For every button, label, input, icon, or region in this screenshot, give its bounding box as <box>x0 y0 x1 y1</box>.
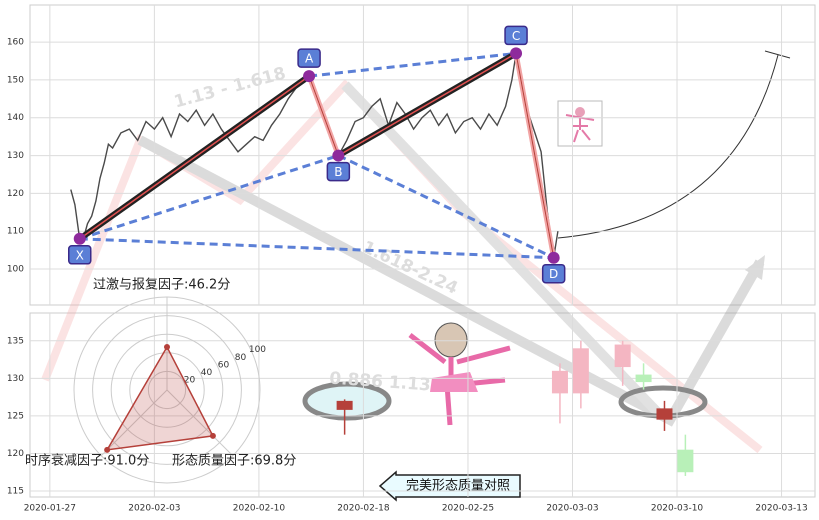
pattern-label: A <box>305 52 314 66</box>
radar-label: 形态质量因子:69.8分 <box>172 454 296 469</box>
candle-body <box>551 370 568 394</box>
y-tick-label: 125 <box>7 411 24 421</box>
button-label[interactable]: 完美形态质量对照 <box>406 479 510 494</box>
pattern-point <box>303 70 316 83</box>
candle-body <box>677 449 694 473</box>
radar-tick-label: 20 <box>184 375 196 385</box>
pattern-label: X <box>76 248 84 262</box>
x-tick-label: 2020-03-10 <box>651 504 704 514</box>
y-tick-label: 130 <box>7 374 24 384</box>
x-tick-label: 2020-02-03 <box>128 504 180 514</box>
pattern-point <box>73 232 86 245</box>
pattern-dashed <box>79 154 339 241</box>
pattern-label: D <box>549 267 558 281</box>
y-tick-label: 100 <box>7 265 24 275</box>
compare-button[interactable]: 完美形态质量对照 <box>378 470 521 502</box>
dancer <box>408 100 603 426</box>
pattern-leg-core <box>515 53 555 258</box>
x-tick-label: 2020-02-10 <box>233 504 286 514</box>
candle-body <box>656 408 673 420</box>
x-tick-label: 2020-03-13 <box>755 504 807 514</box>
x-tick-label: 2020-03-03 <box>546 504 598 514</box>
y-tick-label: 150 <box>7 75 24 85</box>
pattern-point <box>547 251 560 264</box>
radar-tick-label: 80 <box>235 353 247 363</box>
candle-body <box>635 374 652 383</box>
radar-axis <box>166 389 234 457</box>
pattern-label-box <box>297 48 321 68</box>
candle-body <box>336 400 353 410</box>
radar-point <box>209 432 216 439</box>
radar-tick-label: 60 <box>218 360 230 370</box>
radar-axis <box>100 389 168 457</box>
radar-point <box>164 344 170 351</box>
x-tick-label: 2020-02-25 <box>442 504 494 514</box>
decor-arrows <box>41 79 765 454</box>
pattern-point <box>332 149 345 162</box>
radar-point <box>104 446 111 453</box>
y-tick-label: 120 <box>7 449 24 459</box>
pattern-dashed <box>79 237 554 260</box>
radar-area <box>105 345 215 451</box>
pattern-label: B <box>334 165 342 179</box>
top-panel <box>29 4 816 306</box>
candle-body <box>572 348 589 394</box>
y-tick-label: 135 <box>7 336 24 346</box>
pattern-label-box <box>504 25 528 46</box>
y-tick-label: 110 <box>7 227 24 237</box>
x-tick-label: 2020-02-18 <box>337 504 390 514</box>
pattern-leg-core <box>308 75 339 156</box>
radar-label: 过激与报复因子:46.2分 <box>93 278 230 293</box>
y-tick-label: 120 <box>7 189 24 199</box>
pattern-dashed <box>337 154 555 260</box>
pattern-label-box <box>326 161 351 182</box>
pattern-dashed <box>308 51 517 78</box>
pattern-label: C <box>512 29 520 43</box>
pattern-point <box>510 47 523 60</box>
pattern-label-box <box>541 263 566 284</box>
x-tick-label: 2020-01-27 <box>24 504 76 514</box>
radar-tick-label: 100 <box>249 345 266 355</box>
pattern-label-box <box>68 245 92 265</box>
radar-tick-label: 40 <box>201 368 213 378</box>
y-tick-label: 130 <box>7 151 24 161</box>
candle-body <box>614 344 631 368</box>
pattern-leg-core <box>79 75 310 240</box>
y-tick-label: 115 <box>7 486 24 496</box>
y-tick-label: 140 <box>7 113 24 123</box>
radar-label: 时序衰减因子:91.0分 <box>25 453 149 469</box>
y-tick-label: 160 <box>7 38 24 48</box>
pattern-leg-core <box>337 52 517 157</box>
